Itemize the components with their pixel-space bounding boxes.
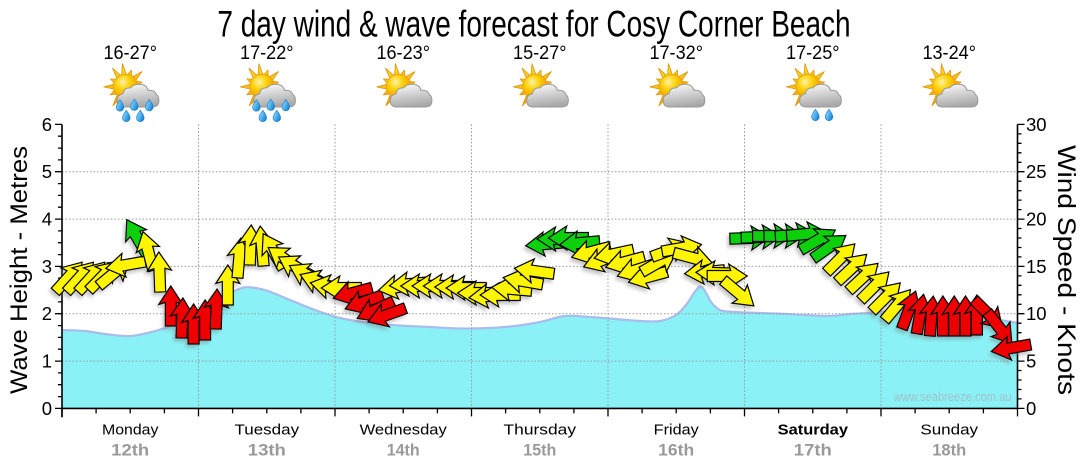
svg-text:12th: 12th xyxy=(111,441,149,460)
svg-text:2: 2 xyxy=(42,303,52,324)
svg-text:14th: 14th xyxy=(387,441,420,460)
svg-text:16th: 16th xyxy=(658,441,694,460)
svg-text:17-22°: 17-22° xyxy=(240,43,294,64)
svg-text:5: 5 xyxy=(42,161,52,182)
svg-text:18th: 18th xyxy=(932,441,966,460)
svg-text:13th: 13th xyxy=(248,441,286,460)
svg-text:17th: 17th xyxy=(794,441,832,460)
svg-text:Wave Height - Metres: Wave Height - Metres xyxy=(6,146,33,394)
svg-text:1: 1 xyxy=(42,351,52,372)
svg-text:Tuesday: Tuesday xyxy=(235,422,300,439)
svg-text:4: 4 xyxy=(42,209,52,230)
svg-text:16-23°: 16-23° xyxy=(376,43,430,64)
svg-text:0: 0 xyxy=(42,398,52,419)
svg-text:15: 15 xyxy=(1026,256,1047,277)
svg-text:Thursday: Thursday xyxy=(504,422,577,439)
svg-text:www.seabreeze.com.au: www.seabreeze.com.au xyxy=(893,389,1012,404)
svg-text:Wind Speed - Knots: Wind Speed - Knots xyxy=(1052,145,1080,395)
svg-text:10: 10 xyxy=(1026,303,1047,324)
svg-text:20: 20 xyxy=(1026,209,1047,230)
svg-text:Friday: Friday xyxy=(654,422,700,439)
svg-text:5: 5 xyxy=(1026,351,1036,372)
svg-text:Wednesday: Wednesday xyxy=(360,422,448,439)
svg-text:30: 30 xyxy=(1026,114,1047,135)
svg-text:Saturday: Saturday xyxy=(778,422,849,439)
svg-text:16-27°: 16-27° xyxy=(103,43,157,64)
svg-text:7 day wind & wave forecast for: 7 day wind & wave forecast for Cosy Corn… xyxy=(217,3,850,45)
svg-text:17-25°: 17-25° xyxy=(786,43,840,64)
svg-text:6: 6 xyxy=(42,114,52,135)
svg-text:Sunday: Sunday xyxy=(920,422,978,439)
svg-text:Monday: Monday xyxy=(102,422,159,439)
svg-text:25: 25 xyxy=(1026,161,1047,182)
svg-text:15th: 15th xyxy=(523,441,556,460)
svg-text:17-32°: 17-32° xyxy=(649,43,703,64)
svg-text:15-27°: 15-27° xyxy=(513,43,567,64)
svg-text:13-24°: 13-24° xyxy=(922,43,976,64)
svg-text:0: 0 xyxy=(1026,398,1036,419)
svg-text:3: 3 xyxy=(42,256,52,277)
